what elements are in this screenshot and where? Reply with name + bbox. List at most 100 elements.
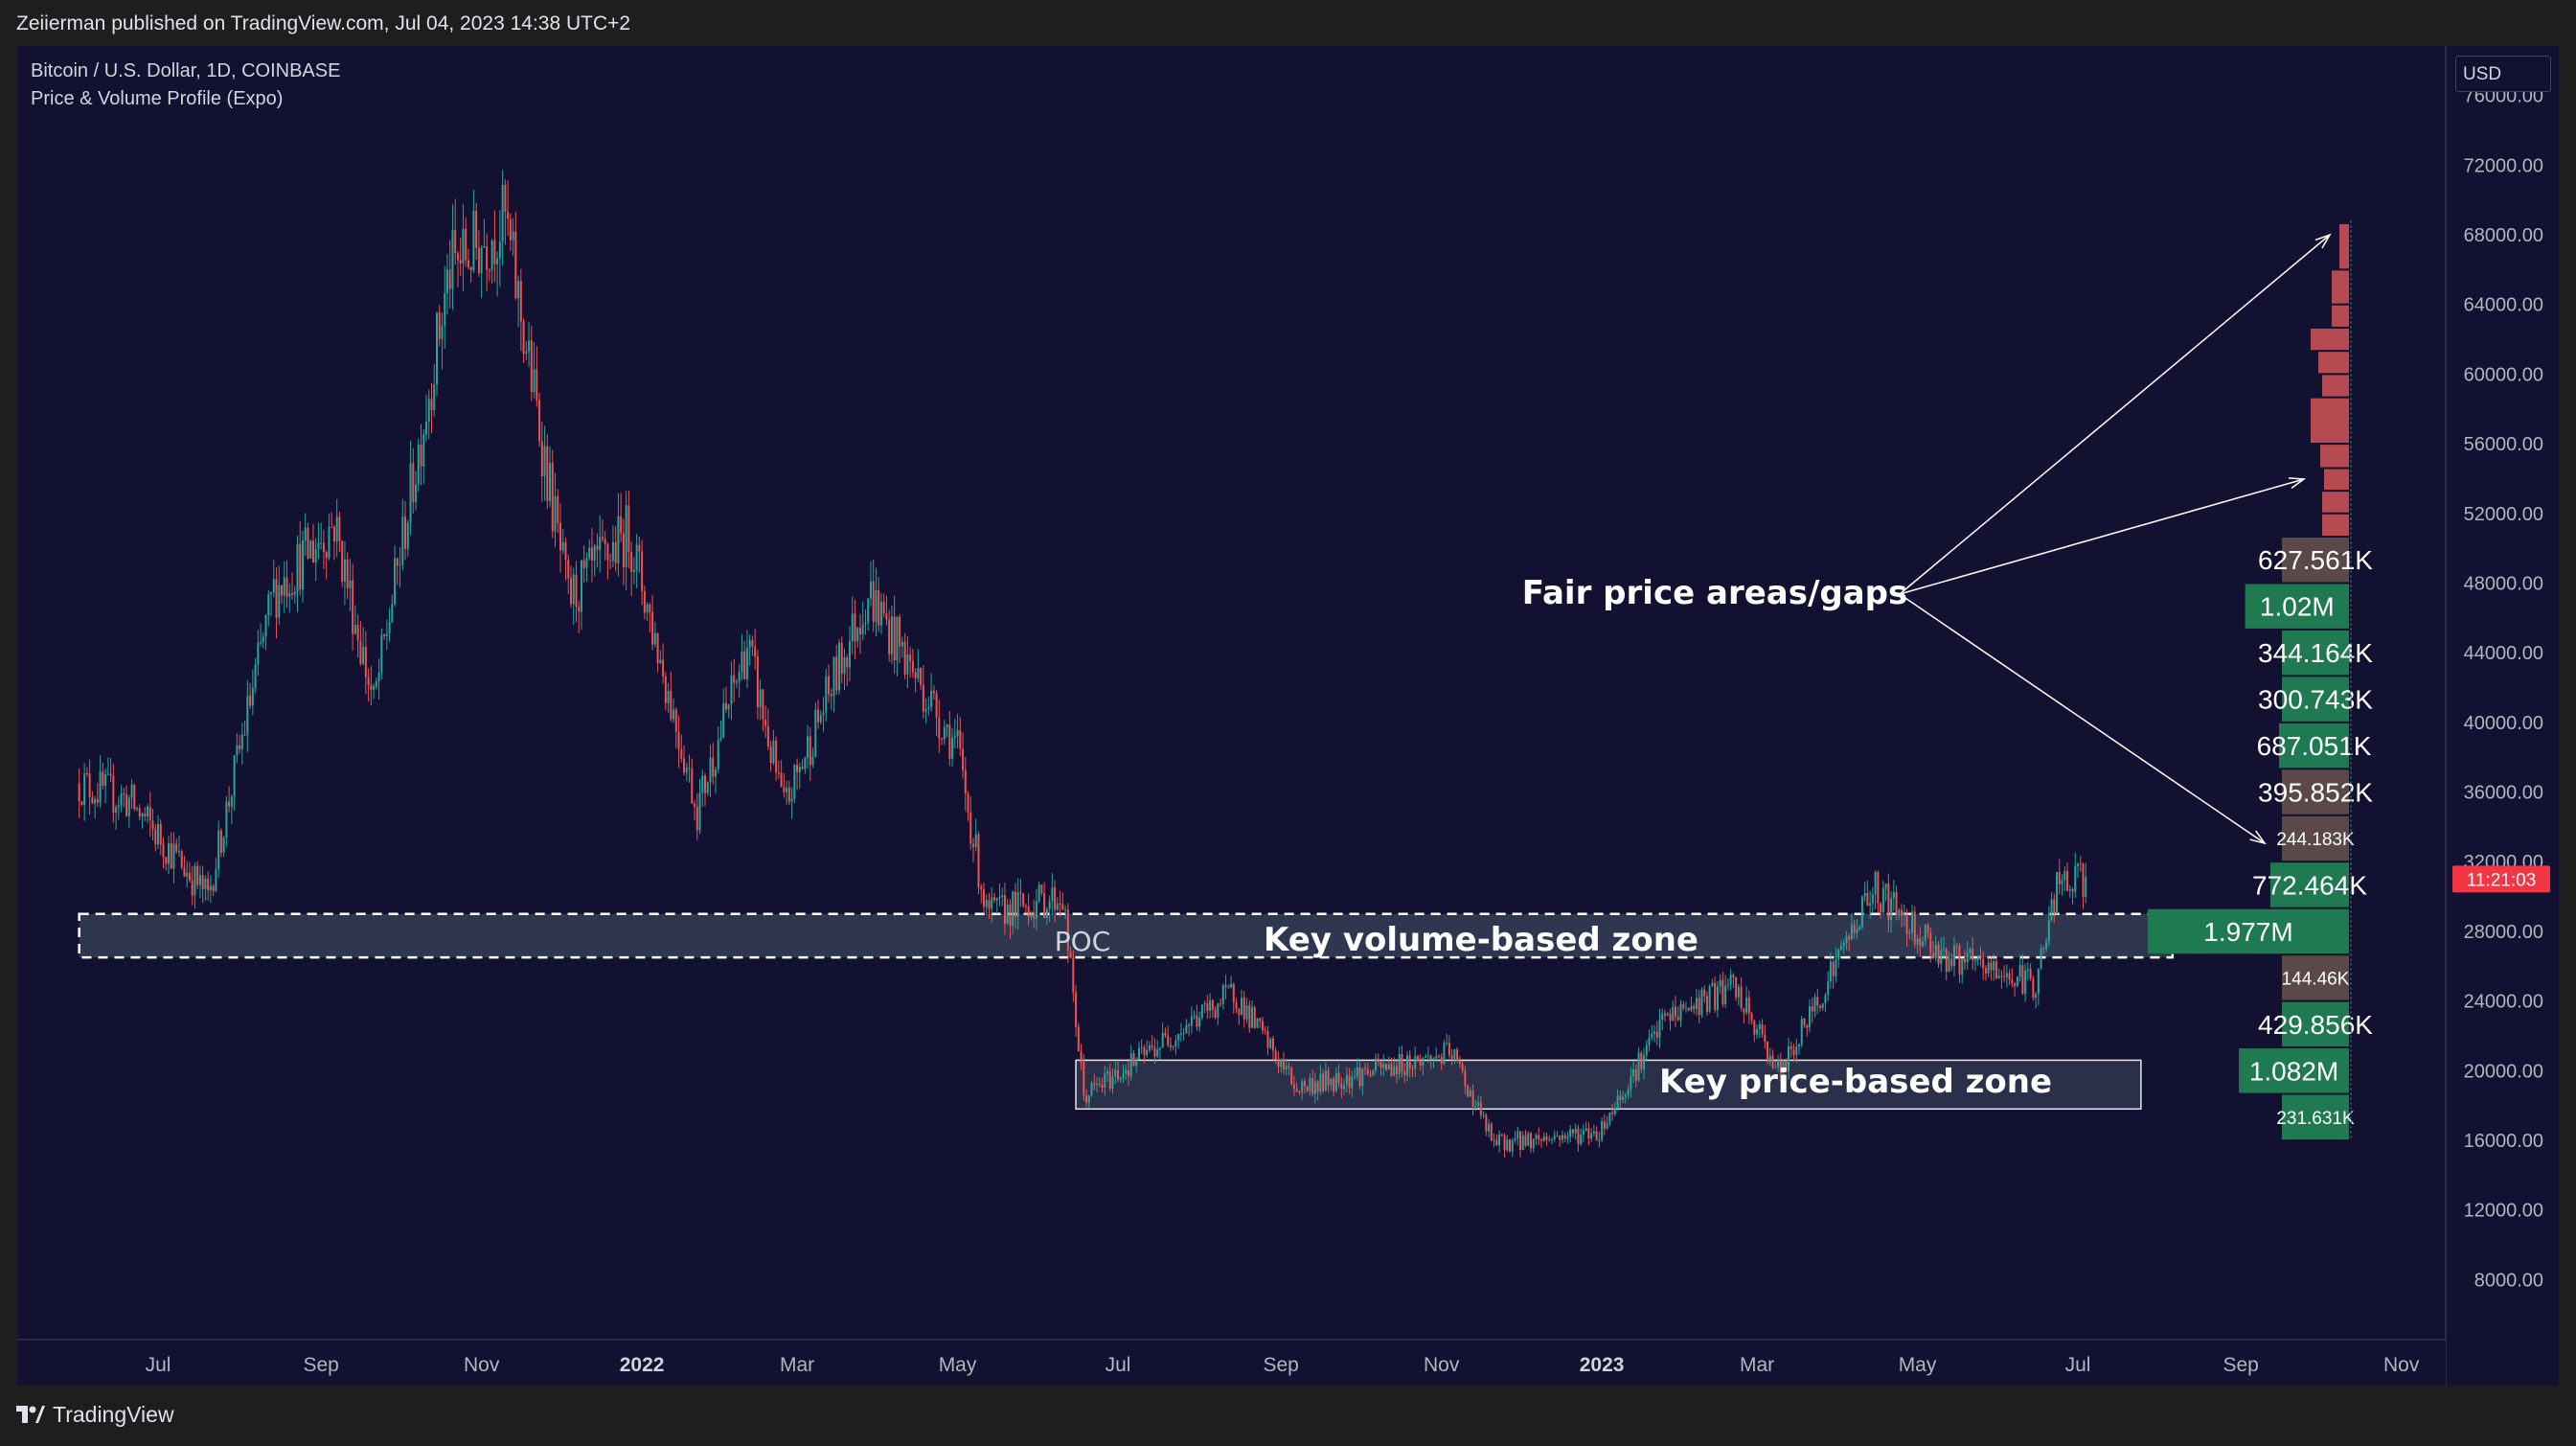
profile-bar-upper	[2320, 445, 2349, 468]
profile-bar[interactable]	[2282, 1001, 2349, 1047]
candle-body	[1333, 1078, 1335, 1091]
candle-body	[1056, 903, 1059, 910]
profile-bar[interactable]	[2282, 815, 2349, 861]
price-scale[interactable]: 76000.0072000.0068000.0064000.0060000.00…	[2445, 46, 2559, 1386]
tradingview-logo-icon	[16, 1405, 45, 1423]
candle-body	[1790, 1045, 1792, 1050]
candle-body	[935, 693, 938, 718]
candle-body	[1464, 1070, 1467, 1087]
candle-body	[353, 625, 356, 634]
candle-body	[1075, 992, 1078, 1027]
candle-body	[222, 838, 225, 853]
profile-bar[interactable]	[2148, 908, 2349, 954]
candle-body	[1693, 1005, 1696, 1010]
candle-body	[885, 613, 888, 620]
candle-body	[1997, 975, 2000, 978]
currency-selector[interactable]: USD	[2455, 56, 2551, 92]
candle-body	[796, 765, 799, 773]
candle-body	[2024, 970, 2027, 994]
indicator-legend[interactable]: Price & Volume Profile (Expo)	[31, 88, 284, 109]
candle-body	[1217, 1003, 1220, 1018]
candle-body	[275, 579, 278, 618]
volume-zone-box[interactable]	[78, 912, 2175, 959]
profile-bar[interactable]	[2269, 862, 2349, 907]
profile-bar[interactable]	[2282, 769, 2349, 815]
candle-body	[745, 648, 748, 679]
candle-body	[1351, 1076, 1354, 1089]
fair-price-label[interactable]: Fair price areas/gaps	[1522, 574, 1907, 612]
candle-body	[998, 896, 1001, 898]
candle-body	[1561, 1135, 1563, 1140]
time-tick-label: Nov	[1424, 1354, 1460, 1376]
candle-body	[766, 725, 769, 746]
volume-zone-label[interactable]: Key volume-based zone	[1264, 921, 1698, 959]
candle-body	[448, 269, 451, 289]
profile-bar[interactable]	[2282, 955, 2349, 1000]
candle-body	[528, 340, 531, 352]
poc-label[interactable]: POC	[1055, 926, 1110, 957]
candle-body	[283, 577, 285, 596]
price-tick-label: 60000.00	[2464, 364, 2543, 385]
candle-body	[1903, 914, 1905, 916]
candle-body	[1966, 952, 1969, 963]
tradingview-logo[interactable]: TradingView	[16, 1402, 174, 1428]
candle-body	[741, 651, 743, 673]
candle-body	[646, 604, 649, 613]
candle-body	[217, 830, 220, 870]
candle-body	[1248, 1005, 1251, 1028]
time-scale[interactable]: Jul Sep Nov 2022 Mar May Jul Sep Nov 2023 Mar May Ju…	[17, 1339, 2446, 1386]
profile-bar[interactable]	[2282, 677, 2349, 722]
candle-body	[1658, 1019, 1661, 1038]
candle-body	[1379, 1062, 1382, 1068]
candle-body	[969, 812, 972, 844]
candle-body	[843, 657, 846, 675]
candle-body	[694, 803, 696, 807]
chart-pane[interactable]	[17, 46, 2559, 1386]
candle-body	[151, 820, 154, 830]
price-zone-box[interactable]	[1075, 1059, 2142, 1111]
candle-body	[609, 560, 612, 562]
candle-body	[1795, 1046, 1798, 1056]
candle-body	[1782, 1061, 1785, 1074]
candle-body	[1479, 1102, 1482, 1115]
profile-bar[interactable]	[2282, 630, 2349, 676]
candle-body	[388, 621, 391, 634]
candle-body	[1324, 1070, 1327, 1091]
candle-body	[914, 672, 917, 678]
candle-body	[1955, 945, 1958, 947]
candle-body	[328, 526, 331, 559]
candle-body	[1982, 958, 1985, 969]
candle-body	[927, 707, 930, 709]
candle-body	[356, 625, 359, 641]
candle-body	[359, 640, 362, 664]
symbol-legend[interactable]: Bitcoin / U.S. Dollar, 1D, COINBASE	[31, 60, 341, 81]
profile-bar-label: 429.856K	[2258, 1010, 2373, 1040]
candle-body	[991, 897, 993, 909]
candle-body	[396, 558, 399, 566]
candle-body	[2018, 965, 2021, 977]
profile-bar[interactable]	[2282, 538, 2349, 583]
profile-bar[interactable]	[2245, 584, 2349, 629]
candle-body	[793, 765, 796, 799]
candle-body	[674, 709, 677, 732]
candle-body	[980, 886, 983, 890]
countdown-label: 11:21:03	[2467, 870, 2537, 890]
candle-body	[1653, 1031, 1656, 1034]
candle-body	[1979, 955, 1982, 959]
candle-body	[1059, 903, 1061, 905]
profile-bar[interactable]	[2279, 723, 2349, 769]
candle-body	[606, 543, 609, 561]
candle-body	[2029, 969, 2032, 979]
candle-body	[260, 642, 262, 644]
candle-body	[893, 616, 896, 660]
candle-body	[959, 730, 962, 749]
price-zone-label[interactable]: Key price-based zone	[1659, 1063, 2052, 1101]
candle-body	[1485, 1114, 1488, 1132]
candle-body	[1890, 898, 1893, 921]
candle-body	[207, 878, 210, 890]
profile-bar[interactable]	[2239, 1048, 2349, 1093]
candle-body	[832, 656, 835, 697]
candle-body	[1137, 1047, 1140, 1060]
profile-bar[interactable]	[2282, 1094, 2349, 1139]
